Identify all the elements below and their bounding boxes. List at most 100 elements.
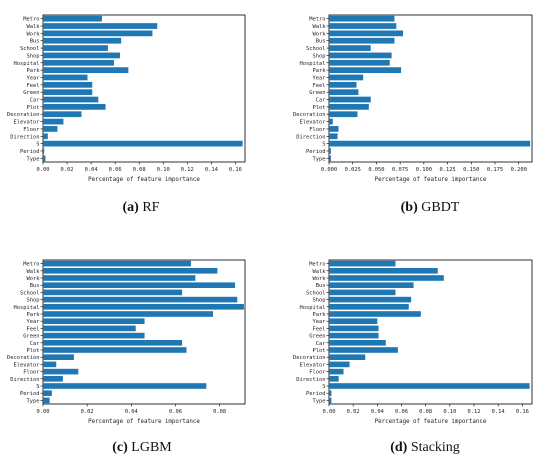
bar-feel	[329, 81, 357, 88]
x-tick-label: 0.10	[157, 167, 170, 173]
bar-hospital	[329, 303, 409, 310]
bar-work	[329, 30, 403, 37]
y-tick-label-floor: Floor	[309, 370, 326, 376]
y-tick-label-decoration: Decoration	[7, 112, 39, 118]
bar-floor	[43, 126, 58, 132]
bar-decoration	[43, 354, 74, 361]
bar-direction	[329, 375, 339, 382]
bar-hospital	[43, 59, 114, 66]
caption-gbdt: (b) GBDT	[330, 200, 530, 216]
y-tick-label-elevator: Elevator	[14, 120, 41, 126]
bar-work	[329, 275, 444, 281]
caption-lgbm: (c) LGBM	[42, 440, 242, 456]
bar-green	[43, 332, 145, 339]
y-tick-label-s: S	[322, 142, 325, 148]
bar-plot	[43, 104, 106, 110]
x-tick-label: 0.125	[439, 167, 455, 173]
bar-park	[329, 67, 402, 73]
caption-name: RF	[142, 200, 160, 215]
bar-school	[43, 45, 108, 51]
bar-green	[43, 89, 93, 96]
bar-park	[43, 311, 213, 317]
bar-elevator	[43, 118, 64, 125]
bar-plot	[329, 347, 398, 353]
x-tick-label: 0.10	[443, 409, 456, 415]
bar-year	[43, 74, 88, 81]
y-tick-label-type: Type	[27, 156, 40, 162]
bar-decoration	[43, 111, 82, 118]
x-tick-label: 0.000	[321, 167, 337, 173]
y-tick-label-s: S	[322, 384, 325, 390]
x-tick-label: 0.16	[516, 409, 529, 415]
bar-feel	[43, 81, 93, 88]
y-tick-label-metro: Metro	[23, 262, 39, 268]
x-tick-label: 0.04	[85, 167, 98, 173]
y-tick-label-hospital: Hospital	[14, 305, 40, 311]
y-tick-label-school: School	[306, 46, 325, 52]
x-axis-label: Percentage of feature importance	[375, 177, 487, 183]
y-tick-label-floor: Floor	[23, 370, 40, 376]
bar-walk	[329, 267, 438, 274]
y-tick-label-period: Period	[20, 149, 39, 155]
bar-bus	[43, 37, 122, 44]
caption-name: Stacking	[410, 440, 460, 455]
y-tick-label-s: S	[36, 142, 39, 148]
x-tick-label: 0.00	[37, 167, 50, 173]
bar-elevator	[329, 361, 350, 368]
bar-shop	[329, 52, 392, 59]
y-tick-label-plot: Plot	[313, 348, 326, 354]
y-tick-label-feel: Feel	[27, 326, 40, 332]
y-tick-label-plot: Plot	[313, 105, 326, 111]
bar-direction	[43, 133, 48, 140]
bar-metro	[329, 260, 396, 267]
bar-shop	[43, 52, 120, 59]
x-tick-label: 0.12	[468, 409, 481, 415]
bar-park	[43, 67, 129, 73]
caption-stacking: (d) Stacking	[325, 440, 525, 456]
y-tick-label-hospital: Hospital	[300, 61, 326, 67]
x-tick-label: 0.14	[492, 409, 505, 415]
bar-feel	[43, 325, 136, 332]
y-tick-label-bus: Bus	[316, 283, 326, 289]
y-tick-label-direction: Direction	[296, 134, 325, 140]
bar-metro	[329, 15, 395, 22]
y-tick-label-direction: Direction	[10, 377, 39, 383]
bar-bus	[329, 37, 395, 44]
x-tick-label: 0.02	[347, 409, 360, 415]
x-tick-label: 0.12	[181, 167, 194, 173]
bar-bus	[43, 282, 236, 289]
bar-car	[329, 96, 371, 103]
bar-walk	[329, 23, 397, 29]
x-tick-label: 0.06	[395, 409, 408, 415]
x-tick-label: 0.00	[37, 409, 50, 415]
bar-direction	[43, 375, 63, 382]
y-tick-label-park: Park	[313, 312, 327, 318]
bar-school	[329, 289, 396, 296]
y-tick-label-floor: Floor	[23, 127, 40, 133]
bar-work	[43, 30, 153, 37]
y-tick-label-hospital: Hospital	[300, 305, 326, 311]
x-tick-label: 0.00	[323, 409, 336, 415]
y-tick-label-year: Year	[313, 319, 327, 325]
bar-floor	[329, 126, 339, 132]
caption-name: GBDT	[421, 200, 460, 215]
bar-school	[329, 45, 371, 51]
y-tick-label-car: Car	[30, 98, 40, 104]
bar-s	[329, 383, 530, 389]
x-tick-label: 0.14	[205, 167, 218, 173]
caption-letter: (a)	[122, 200, 139, 215]
bar-car	[43, 339, 183, 346]
y-tick-label-bus: Bus	[316, 39, 326, 45]
y-tick-label-car: Car	[316, 98, 326, 104]
y-tick-label-walk: Walk	[313, 24, 327, 30]
x-tick-label: 0.200	[511, 167, 527, 173]
bar-green	[329, 332, 379, 339]
bar-walk	[43, 23, 158, 29]
y-tick-label-s: S	[36, 384, 39, 390]
bar-period	[329, 390, 332, 397]
y-tick-label-feel: Feel	[313, 326, 326, 332]
x-tick-label: 0.075	[392, 167, 408, 173]
